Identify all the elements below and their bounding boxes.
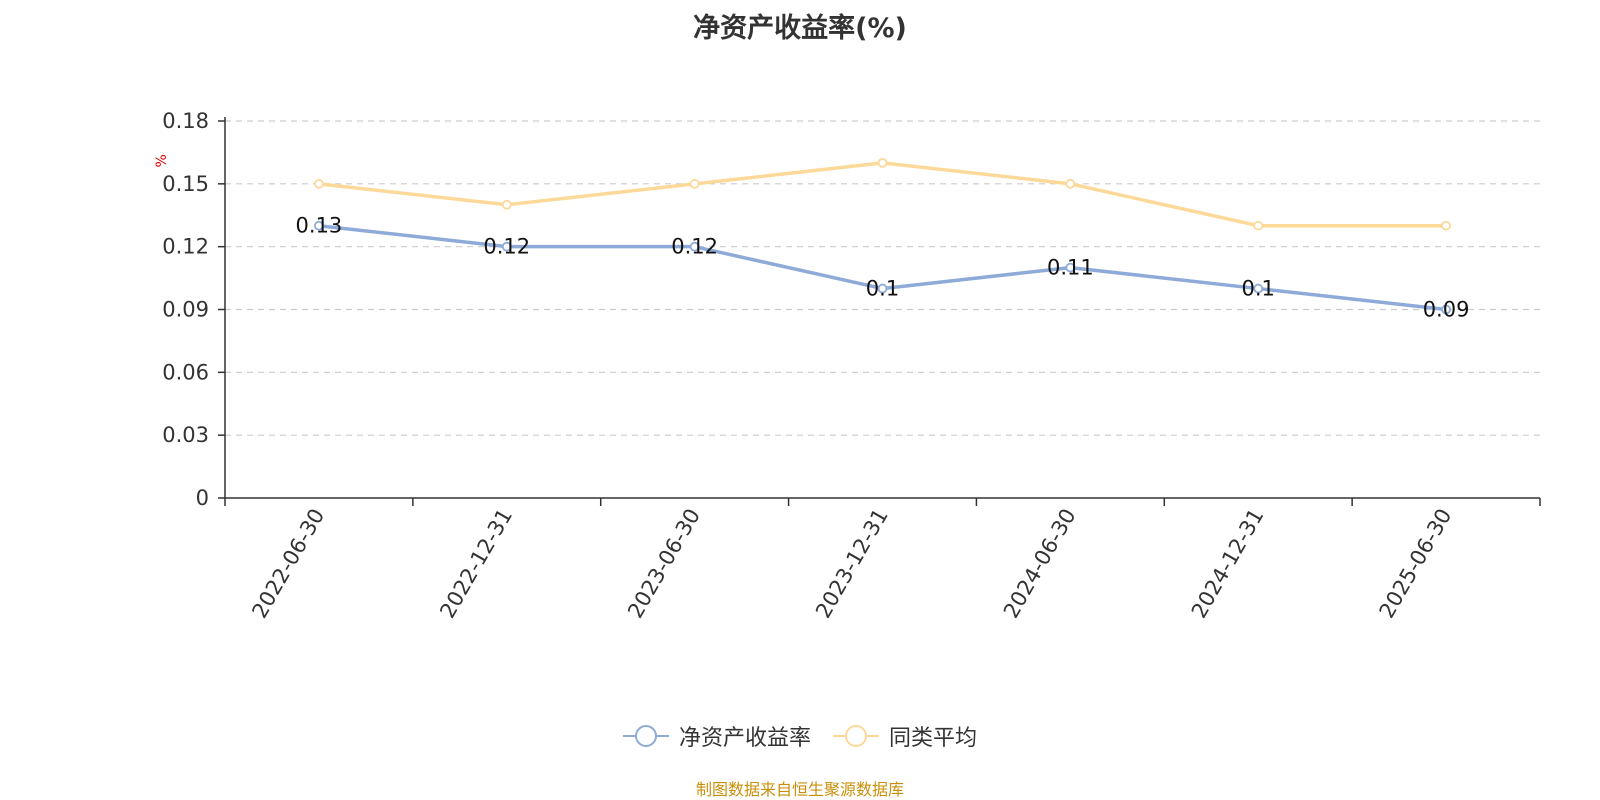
x-tick-label: 2024-12-31 bbox=[1187, 505, 1269, 623]
x-tick-label: 2023-06-30 bbox=[623, 505, 705, 623]
legend-label-series-0: 净资产收益率 bbox=[678, 726, 811, 751]
series-layer bbox=[314, 157, 1451, 315]
legend-label-series-1: 同类平均 bbox=[889, 726, 978, 751]
y-tick-label: 0.18 bbox=[162, 109, 209, 133]
series-point-0 bbox=[877, 283, 888, 294]
data-label: 0.13 bbox=[296, 214, 343, 238]
series-point-1 bbox=[689, 178, 700, 189]
series-point-1 bbox=[1065, 178, 1076, 189]
data-label: 0.12 bbox=[671, 235, 718, 259]
axes: 0 0.03 0.06 0.09 0.12 0.15 0.18% 2022-06-30 2022… bbox=[154, 109, 1541, 623]
series-point-0 bbox=[314, 220, 324, 231]
data-source-note: 制图数据来自恒生聚源数据库 bbox=[695, 780, 904, 799]
legend-swatch-series-1-icon bbox=[833, 723, 879, 749]
x-tick-label: 2022-12-31 bbox=[435, 505, 517, 623]
chart-title: 净资产收益率(%) bbox=[693, 13, 907, 44]
legend: 净资产收益率 同类平均 bbox=[0, 720, 1600, 752]
legend-item-series-0[interactable]: 净资产收益率 bbox=[622, 720, 811, 752]
y-tick-label: 0.03 bbox=[162, 423, 209, 447]
series-point-0 bbox=[1253, 283, 1264, 294]
x-tick-label: 2023-12-31 bbox=[811, 505, 893, 623]
data-label: 0.11 bbox=[1047, 256, 1094, 280]
data-label: 0.12 bbox=[483, 235, 530, 259]
x-tick-label: 2025-06-30 bbox=[1375, 505, 1457, 623]
series-point-1 bbox=[877, 157, 888, 168]
series-point-1 bbox=[501, 199, 512, 210]
legend-item-series-1[interactable]: 同类平均 bbox=[833, 720, 977, 752]
series-line-1 bbox=[318, 161, 1447, 228]
data-label: 0.1 bbox=[1242, 277, 1275, 301]
series-point-0 bbox=[689, 241, 700, 252]
series-point-0 bbox=[1065, 262, 1076, 273]
y-tick-label: 0.09 bbox=[162, 298, 209, 322]
legend-swatch-series-0-icon bbox=[622, 723, 669, 749]
series-point-0 bbox=[501, 241, 512, 252]
series-point-1 bbox=[1441, 220, 1451, 231]
line-chart: 0 0.03 0.06 0.09 0.12 0.15 0.18% 2022-06-30 2022… bbox=[154, 109, 1541, 623]
data-label: 0.1 bbox=[866, 277, 899, 301]
x-tick-label: 2022-06-30 bbox=[247, 505, 329, 623]
data-label: 0.09 bbox=[1423, 298, 1470, 322]
x-tick-label: 2024-06-30 bbox=[999, 505, 1081, 623]
y-unit-label: % bbox=[154, 154, 170, 167]
y-tick-label: 0 bbox=[196, 486, 209, 510]
y-tick-label: 0.15 bbox=[162, 172, 209, 196]
series-point-1 bbox=[1253, 220, 1264, 231]
data-labels: 0.13 0.12 0.12 0.1 0.11 0.1 0.09 bbox=[296, 214, 1470, 322]
series-point-0 bbox=[1441, 304, 1451, 315]
y-tick-label: 0.12 bbox=[162, 235, 209, 259]
y-tick-label: 0.06 bbox=[162, 360, 209, 384]
series-point-1 bbox=[314, 178, 324, 189]
